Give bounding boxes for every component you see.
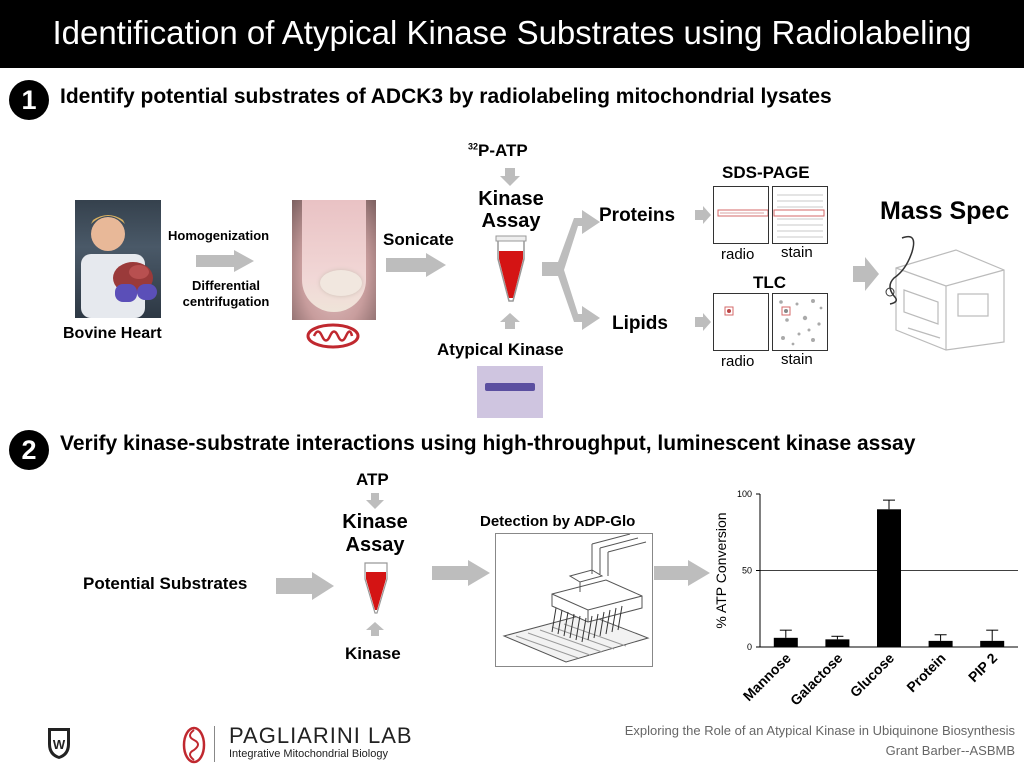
sds-page-title: SDS-PAGE	[722, 163, 810, 182]
tube-icon	[302, 200, 366, 312]
step-two-heading: Verify kinase-substrate interactions usi…	[60, 432, 916, 455]
bar-mannose	[773, 637, 798, 647]
sonicate-arrow-icon	[386, 253, 446, 277]
reaction-tube-icon	[495, 235, 527, 302]
radio-atp-label: 32P-ATP	[468, 141, 528, 160]
mass-spectrometer-icon	[885, 235, 1005, 351]
tlc-title: TLC	[753, 273, 787, 292]
mitochondrion-icon	[306, 323, 360, 349]
homogenization-label: Homogenization	[168, 228, 270, 243]
sds-stain-panel	[772, 186, 828, 244]
bar-galactose	[825, 639, 850, 647]
bar-pip-2	[980, 640, 1005, 647]
bovine-heart-label: Bovine Heart	[63, 325, 162, 342]
mass-spec-title: Mass Spec	[880, 197, 1010, 225]
centrifugation-label: centrifugation	[182, 294, 270, 309]
mass-spec-arrow-icon	[853, 257, 879, 291]
atp-arrow-icon	[366, 493, 384, 509]
title-bar	[0, 0, 1024, 68]
potential-substrates-label: Potential Substrates	[83, 574, 248, 593]
svg-text:W: W	[53, 737, 66, 752]
atp-down-arrow-icon	[500, 168, 520, 186]
lipids-arrow-icon	[695, 313, 711, 331]
lab-mitochondria-logo-icon	[182, 726, 206, 764]
atp-label: ATP	[356, 470, 389, 489]
bar-protein	[928, 640, 953, 647]
x-tick-label: Glucose	[847, 650, 898, 701]
differential-label: Differential	[192, 278, 260, 293]
kinase-assay-2-line2: Assay	[345, 534, 405, 556]
step-two-badge: 2	[9, 430, 49, 470]
atypical-kinase-label: Atypical Kinase	[437, 340, 564, 359]
sds-radio-panel	[713, 186, 769, 244]
detection-label: Detection by ADP-Glo	[480, 513, 636, 530]
kinase-2-arrow-icon	[366, 622, 384, 636]
logo-divider	[214, 726, 215, 762]
substrates-arrow-icon	[276, 572, 334, 600]
reaction-tube-2-icon	[364, 562, 388, 614]
kinase-assay-2-line1: Kinase	[342, 511, 408, 533]
lipids-label: Lipids	[612, 313, 668, 334]
lab-name: PAGLIARINI LAB	[229, 723, 413, 748]
footer-subtitle: Exploring the Role of an Atypical Kinase…	[624, 723, 1015, 738]
purified-kinase-gel-image	[477, 366, 543, 418]
kinase-assay-2-title: Kinase Assay	[334, 511, 416, 557]
bar-glucose	[877, 509, 901, 647]
kinase-band	[485, 383, 535, 391]
x-tick-label: Protein	[903, 650, 948, 695]
x-tick-label: PIP 2	[965, 650, 1000, 685]
y-tick-label: 100	[737, 489, 752, 499]
step-one-badge: 1	[9, 80, 49, 120]
y-axis-label: % ATP Conversion	[713, 512, 729, 628]
multichannel-pipette-image	[495, 533, 653, 667]
x-tick-label: Mannose	[740, 650, 794, 704]
sds-radio-label: radio	[721, 246, 755, 263]
kinase-assay-title: Kinase Assay	[470, 188, 552, 232]
slide-title: Identification of Atypical Kinase Substr…	[52, 14, 972, 51]
kinase-up-arrow-icon	[500, 313, 520, 329]
kinase-assay-line2: Assay	[481, 210, 541, 232]
bovine-heart-photo	[75, 200, 161, 318]
sds-stain-label: stain	[781, 244, 813, 261]
footer-author: Grant Barber--ASBMB	[885, 743, 1015, 758]
kinase-assay-line1: Kinase	[478, 188, 544, 210]
proteins-arrow-icon	[695, 206, 711, 224]
proteins-label: Proteins	[599, 205, 676, 226]
y-tick-label: 0	[747, 642, 752, 652]
tlc-radio-panel	[713, 293, 769, 351]
sonicate-label: Sonicate	[383, 230, 454, 249]
tlc-stain-label: stain	[781, 351, 813, 368]
tlc-radio-label: radio	[721, 353, 755, 370]
step-one-heading: Identify potential substrates of ADCK3 b…	[60, 85, 832, 108]
mitochondrial-pellet-photo	[292, 200, 376, 320]
split-arrow-icon	[542, 210, 600, 330]
university-crest-icon: W	[48, 728, 70, 759]
assay-to-detection-arrow-icon	[432, 560, 490, 586]
y-tick-label: 50	[742, 566, 752, 576]
tlc-stain-panel	[772, 293, 828, 351]
kinase-label: Kinase	[345, 644, 401, 663]
homogenization-arrow-icon	[196, 250, 254, 272]
detection-to-chart-arrow-icon	[654, 560, 710, 586]
lab-subtitle: Integrative Mitochondrial Biology	[229, 748, 388, 760]
pellet-icon	[320, 270, 362, 296]
x-tick-label: Galactose	[787, 650, 846, 709]
